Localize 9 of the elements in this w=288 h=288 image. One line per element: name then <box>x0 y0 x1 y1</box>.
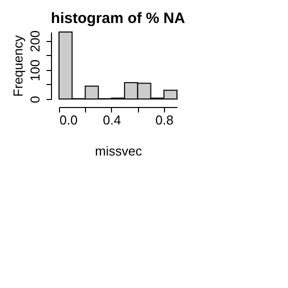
y-tick-label: 0 <box>28 96 42 104</box>
y-axis-title: Frequency <box>10 34 26 97</box>
x-tick-label: 0.8 <box>155 112 174 128</box>
y-tick-label: 200 <box>28 30 42 52</box>
chart-title: histogram of % NA <box>50 10 186 27</box>
x-tick-label: 0.4 <box>102 112 121 128</box>
x-tick-label: 0.0 <box>60 112 78 128</box>
y-tick-label: 100 <box>28 60 42 82</box>
x-axis-title: missvec <box>95 144 142 158</box>
